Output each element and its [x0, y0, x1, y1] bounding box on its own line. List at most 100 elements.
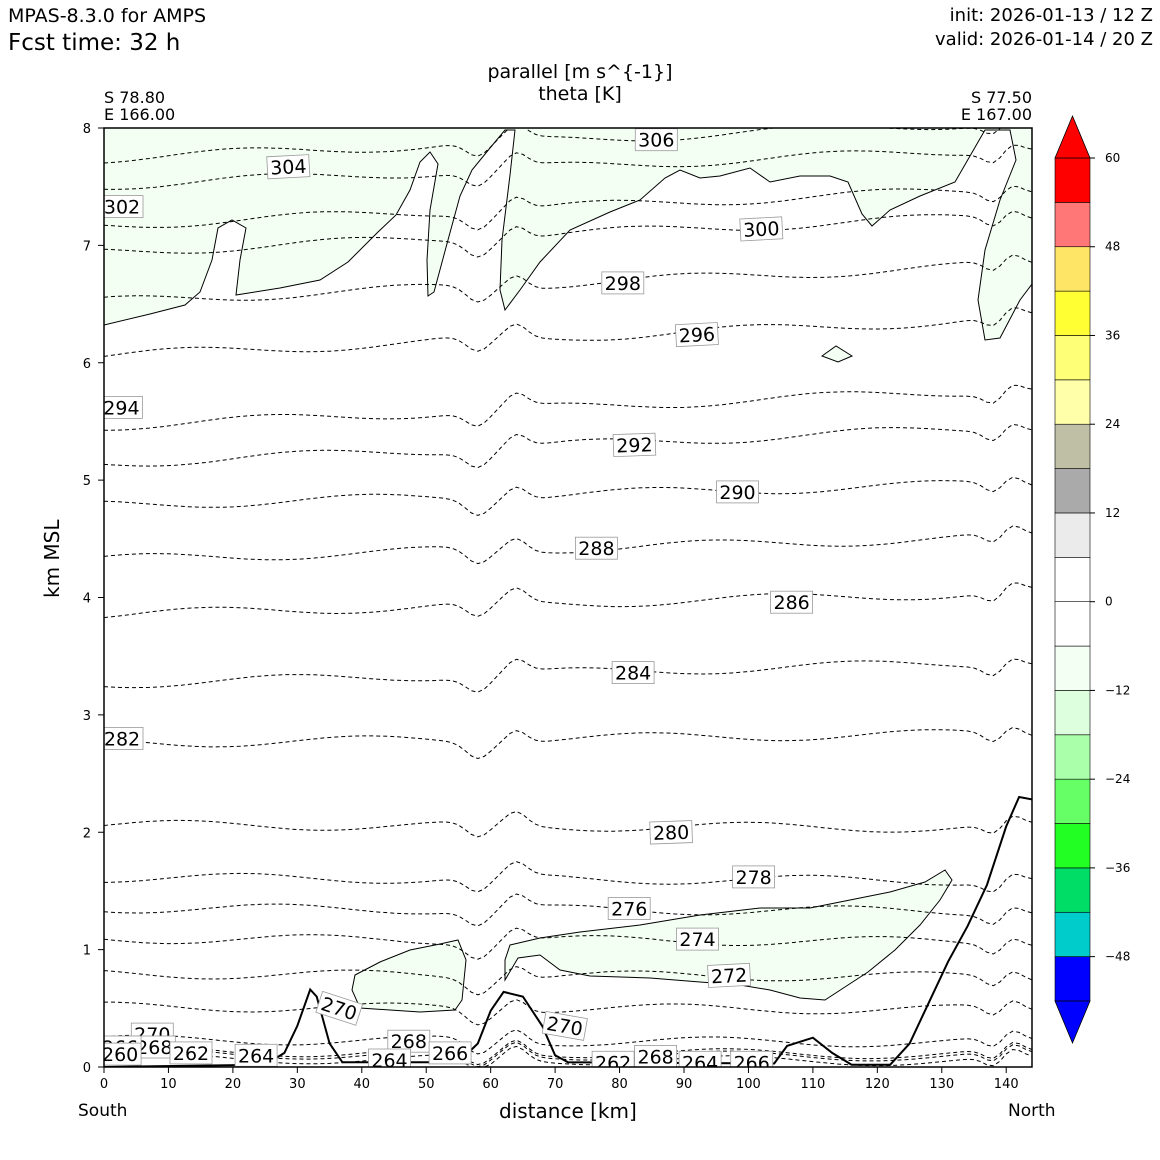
colorbar-segment — [1054, 601, 1091, 647]
valid-time: valid: 2026-01-14 / 20 Z — [935, 29, 1153, 50]
contour-label-box — [732, 865, 775, 889]
left-endpoint-coords: S 78.80 E 166.00 — [104, 89, 175, 123]
contour-label-text: 266 — [734, 1052, 770, 1074]
contour-label-text: 290 — [719, 482, 755, 504]
wind-region-lower-2 — [504, 869, 953, 1001]
theta-contour-270 — [104, 999, 1032, 1026]
contour-label: 260 — [102, 1042, 142, 1066]
contour-label-text: 260 — [102, 1044, 138, 1066]
contour-label-box — [678, 1050, 722, 1067]
contour-label: 288 — [575, 536, 618, 560]
contour-label-text: 270 — [318, 993, 359, 1025]
x-axis-ticks: 0 10 20 30 40 50 60 70 80 90 100 110 120 130 140 — [100, 1067, 1019, 1092]
x-tick-label: 100 — [736, 1077, 761, 1092]
colorbar-segment — [1054, 645, 1091, 691]
model-title: MPAS-8.3.0 for AMPS — [8, 5, 207, 27]
wind-region-small — [820, 345, 854, 363]
init-time: init: 2026-01-13 / 12 Z — [949, 5, 1153, 26]
forecast-time: Fcst time: 32 h — [8, 30, 181, 56]
contour-label: 270 — [315, 990, 364, 1026]
x-tick-label: 90 — [676, 1077, 693, 1092]
x-tick-label: 120 — [865, 1077, 890, 1092]
colorbar-segment — [1054, 911, 1091, 957]
colorbar-tick-label: −24 — [1105, 772, 1130, 786]
colorbar-segment — [1054, 335, 1091, 381]
contour-label-text: 302 — [104, 197, 140, 219]
contour-label: 266 — [428, 1041, 472, 1065]
contour-label-box — [591, 1050, 635, 1067]
contour-label-box — [315, 990, 364, 1026]
colorbar-segment — [1054, 246, 1091, 292]
contour-label-text: 294 — [103, 397, 139, 419]
colorbar-segment — [1054, 423, 1091, 469]
x-tick-label: 20 — [225, 1077, 242, 1092]
contour-label: 280 — [649, 820, 693, 845]
left-lon: E 166.00 — [104, 105, 176, 124]
x-tick-label: 110 — [800, 1077, 825, 1092]
contour-label-box — [104, 395, 143, 419]
colorbar-segment — [1054, 867, 1091, 913]
colorbar-tick-label: −36 — [1105, 861, 1130, 875]
contour-label-text: 282 — [104, 728, 140, 750]
colorbar-segment — [1054, 290, 1091, 336]
contour-label-box — [104, 727, 144, 750]
contour-label: 302 — [104, 195, 144, 219]
colorbar-tick-label: 12 — [1105, 506, 1120, 520]
colorbar-segment — [1054, 512, 1091, 558]
south-label: South — [78, 1101, 128, 1121]
contour-label: 264 — [368, 1048, 411, 1067]
colorbar-segment — [1054, 734, 1091, 780]
y-tick-label: 3 — [83, 709, 91, 724]
contour-label-text: 304 — [270, 156, 307, 180]
contour-label-text: 274 — [679, 929, 715, 951]
x-tick-label: 70 — [547, 1077, 564, 1092]
contour-label-text: 262 — [173, 1043, 209, 1065]
wind-shading-layer — [104, 128, 1032, 1013]
contour-label-text: 262 — [595, 1052, 631, 1074]
right-lat: S 77.50 — [970, 88, 1032, 107]
colorbar-segment — [1054, 157, 1091, 203]
colorbar-tick-label: −48 — [1105, 950, 1130, 964]
contour-label-text: 300 — [743, 218, 780, 242]
contour-label-box — [541, 1010, 588, 1041]
y-tick-label: 5 — [83, 474, 91, 489]
contour-label-text: 264 — [238, 1045, 274, 1067]
y-tick-label: 8 — [83, 122, 91, 137]
theta-contour-304 — [104, 144, 1032, 190]
contour-label-box — [266, 154, 311, 180]
colorbar-extend-low — [1054, 1000, 1091, 1045]
theta-contour-290 — [104, 476, 1032, 516]
contour-label-text: 286 — [773, 592, 809, 614]
contour-label-box — [730, 1050, 774, 1067]
contour-label-box — [428, 1041, 472, 1065]
colorbar-tick-label: 36 — [1105, 328, 1120, 342]
contour-label-text: 306 — [638, 130, 674, 152]
theta-contour-300 — [104, 210, 1032, 258]
contour-label: 300 — [739, 216, 784, 242]
contour-label: 306 — [634, 128, 678, 152]
x-tick-label: 130 — [929, 1077, 954, 1092]
y-tick-label: 0 — [83, 1061, 91, 1076]
colorbar-tick-label: 24 — [1105, 417, 1120, 431]
contour-label: 268 — [387, 1029, 431, 1053]
contour-label: 292 — [612, 432, 657, 458]
contour-label-box — [607, 897, 651, 920]
theta-contour-286 — [104, 582, 1032, 619]
colorbar-segment — [1054, 823, 1091, 869]
colorbar: −48 −36 −24 −12 0 12 24 36 48 60 — [1054, 114, 1130, 1045]
contour-label-text: 276 — [611, 899, 647, 921]
contour-label-box — [368, 1048, 411, 1067]
contour-label-text: 280 — [653, 822, 690, 845]
contour-label: 286 — [770, 590, 813, 614]
theta-contour-276 — [104, 893, 1032, 927]
x-tick-label: 50 — [418, 1077, 435, 1092]
contour-label-box — [634, 1045, 677, 1067]
contour-label-box — [104, 1042, 142, 1066]
colorbar-segment — [1054, 557, 1091, 602]
theta-contour-296 — [104, 307, 1032, 357]
colorbar-segment — [1054, 956, 1091, 1002]
contour-label-box — [716, 480, 759, 504]
right-lon: E 167.00 — [960, 105, 1032, 124]
contour-label-text: 284 — [615, 663, 651, 685]
contour-label-box — [104, 195, 144, 219]
